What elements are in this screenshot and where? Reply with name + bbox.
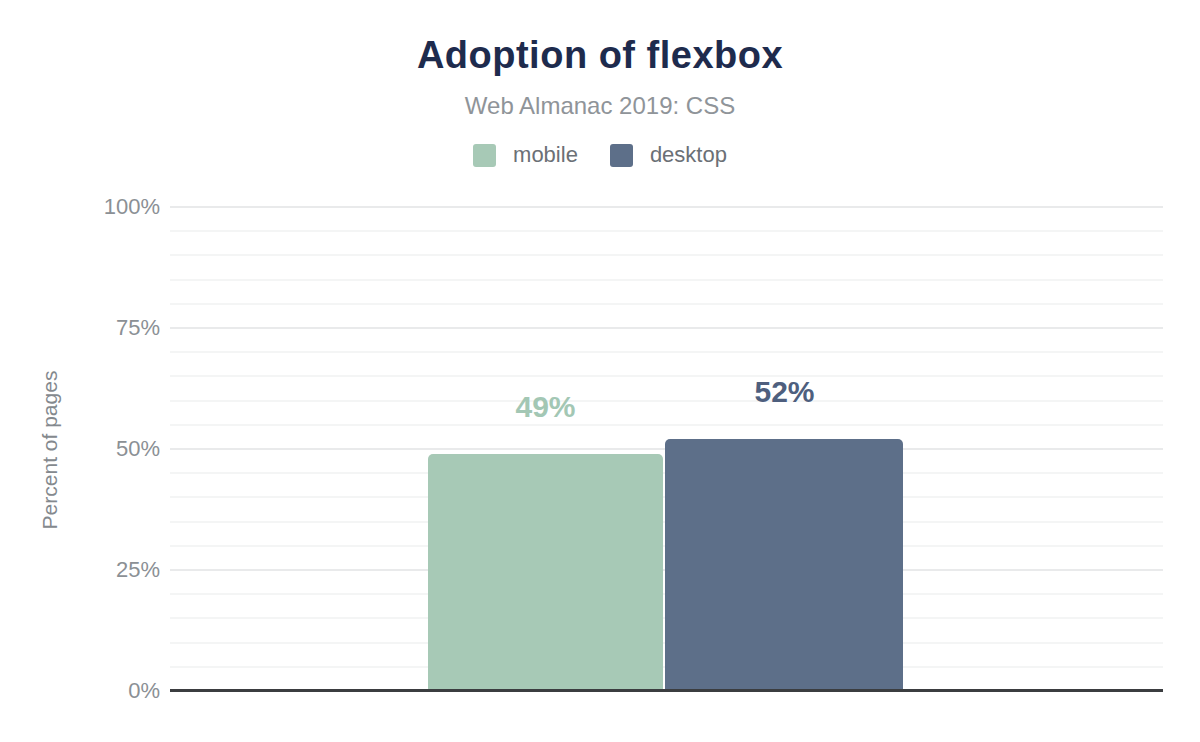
plot-area: 49%52%	[170, 207, 1163, 691]
legend-swatch-desktop-icon	[610, 144, 633, 167]
y-tick-label-75: 75%	[0, 315, 160, 341]
legend-item-mobile: mobile	[473, 142, 578, 168]
minor-gridline-85	[170, 279, 1163, 281]
major-gridline-75	[170, 327, 1163, 329]
legend-item-desktop: desktop	[610, 142, 727, 168]
legend-label-mobile: mobile	[513, 142, 578, 168]
minor-gridline-55	[170, 424, 1163, 426]
legend-swatch-mobile-icon	[473, 144, 496, 167]
minor-gridline-95	[170, 230, 1163, 232]
chart-subtitle: Web Almanac 2019: CSS	[0, 92, 1200, 120]
y-tick-label-100: 100%	[0, 194, 160, 220]
bar-value-label-desktop: 52%	[667, 375, 902, 409]
bar-mobile	[428, 454, 663, 691]
major-gridline-100	[170, 206, 1163, 208]
flexbox-adoption-chart: Adoption of flexbox Web Almanac 2019: CS…	[0, 0, 1200, 742]
bar-desktop	[665, 439, 903, 691]
y-tick-label-25: 25%	[0, 557, 160, 583]
legend: mobile desktop	[0, 142, 1200, 168]
y-tick-label-0: 0%	[0, 678, 160, 704]
minor-gridline-70	[170, 351, 1163, 353]
minor-gridline-80	[170, 303, 1163, 305]
legend-label-desktop: desktop	[650, 142, 727, 168]
chart-title: Adoption of flexbox	[0, 34, 1200, 77]
minor-gridline-90	[170, 254, 1163, 256]
bar-value-label-mobile: 49%	[428, 390, 663, 424]
x-axis-line	[170, 689, 1163, 692]
y-tick-label-50: 50%	[0, 436, 160, 462]
